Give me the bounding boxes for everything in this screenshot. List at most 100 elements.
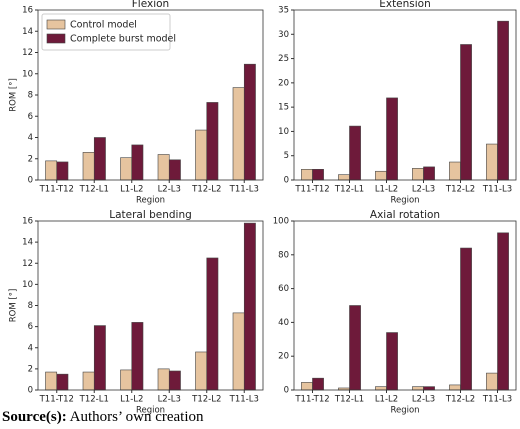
chart-title: Extension	[379, 0, 431, 10]
x-tick-label: T12-L1	[79, 395, 109, 405]
bar	[120, 157, 133, 181]
y-tick-label: 6	[28, 322, 33, 332]
bar	[195, 129, 208, 181]
bar	[460, 247, 472, 391]
y-tick-label: 4	[28, 133, 33, 143]
y-tick-label: 30	[278, 30, 289, 40]
x-tick-label: T11-L3	[229, 395, 259, 405]
x-tick-label: T12-L1	[334, 185, 364, 195]
x-tick-label: T12-L2	[445, 395, 475, 405]
bar	[195, 351, 208, 391]
bar	[82, 371, 95, 391]
bar	[312, 377, 324, 391]
chart-title: Flexion	[132, 0, 169, 10]
bar	[82, 152, 95, 181]
x-tick-label: L1-L2	[120, 185, 143, 195]
x-axis-label: Region	[136, 406, 165, 416]
bar	[56, 161, 69, 181]
x-tick-label: L1-L2	[375, 395, 398, 405]
bar	[131, 322, 144, 391]
y-tick-label: 8	[28, 301, 33, 311]
y-tick-label: 25	[278, 54, 289, 64]
y-axis-label: ROM [°]	[9, 289, 19, 323]
source-label: Source(s):	[2, 409, 67, 425]
y-tick-label: 5	[284, 151, 289, 161]
bar	[120, 369, 133, 391]
y-tick-label: 40	[278, 318, 289, 328]
x-tick-label: T11-T12	[294, 395, 329, 405]
source-note: Source(s): Authors’ own creation	[2, 409, 204, 425]
bar	[232, 312, 245, 391]
bar	[412, 386, 424, 391]
bar	[301, 382, 313, 391]
y-tick-label: 10	[22, 280, 33, 290]
x-axis-label: Region	[390, 406, 419, 416]
bar	[45, 160, 58, 181]
y-tick-label: 14	[22, 27, 33, 37]
y-tick-label: 80	[278, 250, 289, 260]
chart-title: Axial rotation	[370, 209, 440, 221]
legend-label: Control model	[70, 20, 137, 31]
bar	[243, 222, 256, 391]
bar	[338, 174, 350, 181]
bar	[312, 169, 324, 181]
y-tick-label: 6	[28, 112, 33, 122]
bar	[375, 170, 387, 181]
x-tick-label: T11-T12	[39, 185, 74, 195]
y-tick-label: 10	[22, 69, 33, 79]
bar	[56, 373, 69, 391]
bar	[349, 125, 361, 181]
y-axis-label: ROM [°]	[9, 78, 19, 112]
bar	[449, 384, 461, 391]
y-tick-label: 60	[278, 284, 289, 294]
bar	[423, 166, 435, 181]
x-tick-label: T12-L1	[334, 395, 364, 405]
y-tick-label: 15	[278, 103, 289, 113]
x-tick-label: L2-L3	[158, 395, 181, 405]
y-tick-label: 0	[284, 176, 289, 186]
x-tick-label: T11-L3	[229, 185, 259, 195]
axes-frame	[293, 9, 517, 181]
x-tick-label: L2-L3	[412, 185, 435, 195]
source-text: Authors’ own creation	[70, 409, 204, 425]
bar	[206, 257, 219, 391]
x-tick-label: T12-L2	[191, 185, 221, 195]
bar	[386, 332, 398, 391]
y-tick-label: 12	[22, 48, 33, 58]
x-tick-label: L2-L3	[412, 395, 435, 405]
legend-label: Complete burst model	[70, 34, 176, 45]
bar	[460, 44, 472, 181]
x-axis-label: Region	[136, 196, 165, 206]
y-tick-label: 0	[28, 386, 33, 396]
legend-swatch	[46, 19, 66, 30]
y-tick-label: 10	[278, 127, 289, 137]
y-tick-label: 35	[278, 6, 289, 16]
bar	[206, 102, 219, 181]
x-tick-label: L1-L2	[375, 185, 398, 195]
axes-frame	[37, 9, 264, 181]
legend-box	[41, 13, 171, 51]
y-tick-label: 16	[22, 217, 33, 227]
y-tick-label: 0	[28, 176, 33, 186]
x-tick-label: T11-L3	[482, 185, 512, 195]
x-tick-label: T12-L2	[445, 185, 475, 195]
y-tick-label: 20	[278, 78, 289, 88]
y-tick-label: 14	[22, 238, 33, 248]
bar	[131, 144, 144, 181]
bar	[93, 137, 106, 181]
bar	[301, 169, 313, 181]
x-tick-label: T11-T12	[39, 395, 74, 405]
bar	[386, 97, 398, 181]
y-tick-label: 2	[28, 364, 33, 374]
y-tick-label: 2	[28, 154, 33, 164]
bar	[497, 232, 509, 391]
legend-swatch	[46, 33, 66, 44]
x-tick-label: T11-L3	[482, 395, 512, 405]
bar	[45, 371, 58, 391]
bar	[449, 161, 461, 181]
bar	[486, 372, 498, 391]
x-tick-label: T12-L2	[191, 395, 221, 405]
y-tick-label: 16	[22, 6, 33, 16]
bar	[423, 386, 435, 391]
